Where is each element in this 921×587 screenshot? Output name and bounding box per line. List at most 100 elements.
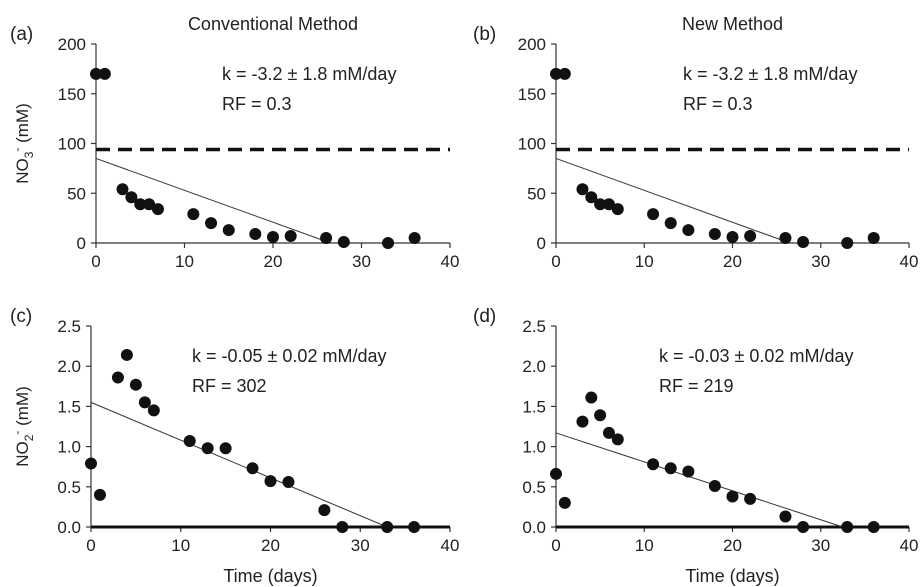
x-axis-label: Time (days) [223,566,317,586]
panel-letter: (d) [473,306,496,327]
y-tick-label: 0 [77,234,86,253]
data-point [138,396,151,409]
data-point [336,521,349,533]
data-point [664,462,677,475]
x-tick-label: 40 [441,252,460,271]
data-point [318,504,331,517]
data-point [320,232,333,245]
x-tick-label: 30 [352,252,371,271]
data-point [744,230,757,243]
y-tick-label: 0.5 [57,478,81,497]
data-point [779,510,792,523]
y-tick-label: 1.5 [57,397,81,416]
y-tick-label: 50 [67,184,86,203]
data-point [222,224,235,237]
x-tick-label: 30 [811,252,830,271]
y-tick-label: 100 [58,135,86,154]
y-tick-label: 100 [518,135,546,154]
y-tick-label: 1.0 [57,438,81,457]
data-point [726,231,739,244]
x-tick-label: 0 [86,536,95,555]
data-point [249,228,262,241]
y-tick-label: 1.0 [522,438,546,457]
data-point [841,521,854,533]
x-tick-label: 10 [635,252,654,271]
data-point [93,488,106,501]
panel-d: (d) 0 10 20 30 40 0.0 0.5 1.0 1.5 2.0 2.5 k = -0.03 … [473,306,918,586]
panel-title: Conventional Method [188,14,358,34]
data-point [151,203,164,216]
data-point [90,67,102,80]
y-tick-label: 0 [537,234,546,253]
y-tick-label: 200 [518,35,546,54]
x-tick-label: 20 [723,536,742,555]
data-point [550,67,562,80]
data-point [120,348,133,361]
x-tick-label: 20 [264,252,283,271]
data-point [408,521,421,533]
fit-line [90,401,388,528]
annotation: k = -3.2 ± 1.8 mM/day [683,64,857,84]
y-tick-label: 150 [518,85,546,104]
y-tick-label: 150 [58,85,86,104]
data-point [246,462,259,475]
x-tick-label: 20 [261,536,280,555]
annotation: RF = 302 [192,376,267,396]
y-axis-label: NO3- (mM) [10,103,36,184]
data-point [779,232,792,245]
data-point [576,183,589,196]
data-point [381,521,394,533]
data-point [602,198,615,211]
data-point [134,198,147,211]
data-point [682,465,695,478]
data-point [744,492,757,505]
data-point [558,496,571,509]
data-point [143,198,156,211]
y-tick-label: 0.0 [522,518,546,537]
x-tick-label: 0 [91,252,100,271]
x-tick-label: 40 [900,536,919,555]
annotation: RF = 0.3 [683,94,753,114]
y-tick-label: 0.0 [57,518,81,537]
annotation: RF = 219 [659,376,734,396]
data-point [585,391,598,404]
data-point [594,409,607,422]
fit-line [95,157,331,244]
data-point [797,521,810,533]
panel-title: New Method [682,14,783,34]
x-tick-label: 40 [900,252,919,271]
panel-b: (b) New Method 0 10 20 30 40 0 50 100 150 200 k = -3… [473,14,918,271]
y-tick-label: 2.0 [57,357,81,376]
data-point [682,224,695,237]
panel-letter: (a) [10,24,33,45]
y-tick-label: 200 [58,35,86,54]
y-axis-label: NO2- (mM) [10,386,36,467]
annotation: k = -3.2 ± 1.8 mM/day [222,64,396,84]
data-point [867,521,880,533]
data-point [282,475,295,488]
data-point [111,371,124,384]
data-point [201,442,214,455]
y-tick-label: 50 [527,184,546,203]
data-point [147,404,160,417]
data-point [382,237,395,249]
data-point [337,236,350,249]
x-tick-label: 30 [811,536,830,555]
x-tick-label: 40 [441,536,460,555]
data-point [205,217,218,230]
annotation: RF = 0.3 [222,94,292,114]
data-point [576,415,589,428]
x-tick-label: 10 [171,536,190,555]
data-point [98,67,111,80]
data-point [284,230,297,243]
data-point [408,232,421,245]
data-point [797,236,810,249]
data-point [664,217,677,230]
panel-a: (a) Conventional Method 0 10 20 30 40 0 50 100 150… [10,14,459,271]
data-point [187,208,200,221]
fit-line [555,157,791,244]
data-point [129,378,142,391]
panel-c: (c) 0 10 20 30 40 0.0 0.5 1.0 1.5 2.0 2.5 k = -0.05 … [10,306,459,586]
x-tick-label: 10 [635,536,654,555]
